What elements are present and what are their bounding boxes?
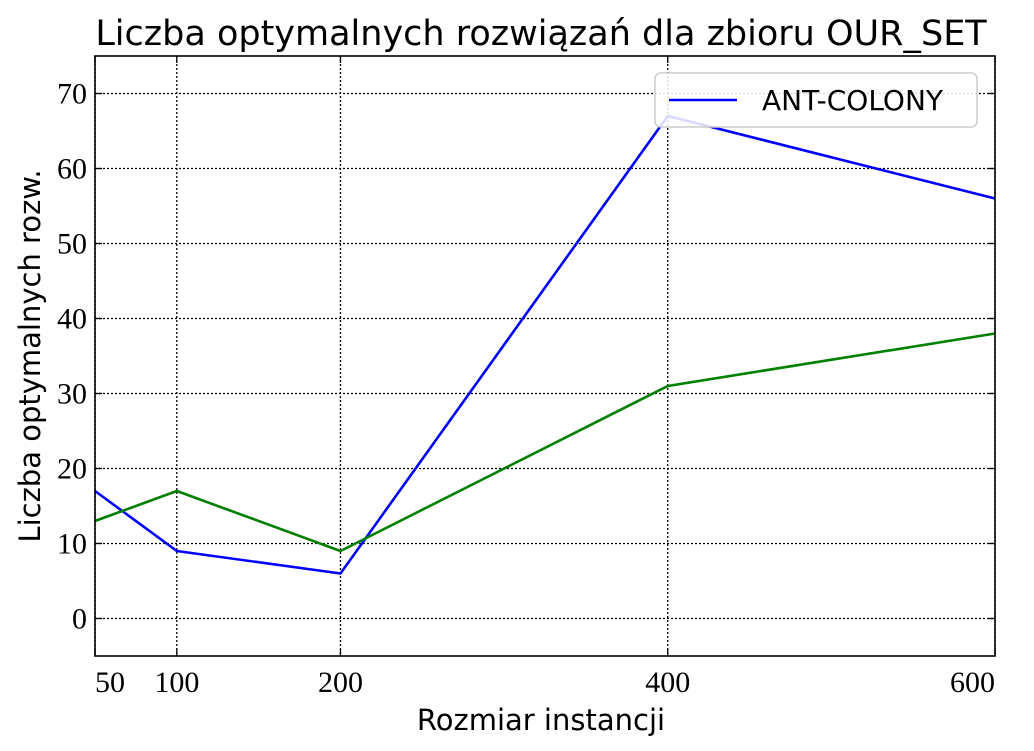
legend-box: [654, 72, 978, 128]
y-tick-label: 20: [57, 453, 87, 486]
x-tick-label: 600: [950, 666, 995, 699]
x-tick-label: 100: [154, 666, 199, 699]
y-tick-label: 40: [57, 303, 87, 336]
x-tick-label: 200: [318, 666, 363, 699]
legend-label-ant-colony: ANT-COLONY: [762, 84, 944, 117]
y-tick-label: 70: [57, 78, 87, 111]
plot-frame: [94, 55, 996, 657]
y-tick-label: 0: [72, 603, 87, 636]
y-tick-label: 60: [57, 153, 87, 186]
x-tick-label: 50: [95, 666, 125, 699]
series-line-ant-colony: [94, 114, 996, 575]
y-tick-label: 10: [57, 528, 87, 561]
y-axis-label: Liczba optymalnych rozw.: [13, 169, 47, 542]
x-axis-label: Rozmiar instancji: [417, 703, 665, 737]
y-tick-label: 50: [57, 228, 87, 261]
axis-ticks: [94, 56, 996, 656]
tick-labels: 50 100 200 400 600 0 10 20 30 40 50 60 70: [57, 78, 995, 700]
x-tick-label: 400: [645, 666, 690, 699]
chart-title: Liczba optymalnych rozwiązań dla zbioru …: [95, 14, 987, 54]
series-line-series-2: [94, 332, 996, 553]
legend: ANT-COLONY: [654, 72, 978, 128]
y-tick-label: 30: [57, 378, 87, 411]
series-lines: [94, 114, 996, 575]
